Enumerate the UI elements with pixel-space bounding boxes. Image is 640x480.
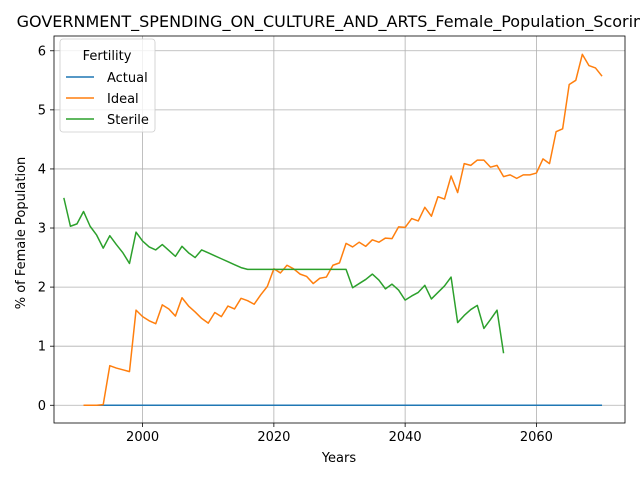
x-tick-label: 2040: [389, 430, 422, 445]
y-tick-label: 1: [38, 340, 46, 355]
x-tick-label: 2020: [257, 430, 290, 445]
axes: [50, 35, 626, 427]
y-tick-label: 2: [38, 281, 46, 296]
plot-frame: [53, 35, 626, 424]
legend-box: [59, 38, 156, 133]
legend-title: Fertility: [83, 49, 132, 64]
y-tick-label: 0: [38, 399, 46, 414]
chart-title: GOVERNMENT_SPENDING_ON_CULTURE_AND_ARTS_…: [17, 12, 640, 32]
y-tick-label: 6: [38, 44, 46, 59]
legend-label-sterile: Sterile: [107, 113, 149, 128]
y-tick-label: 4: [38, 162, 46, 177]
legend-label-actual: Actual: [107, 71, 148, 86]
series-line-ideal: [83, 53, 603, 407]
x-tick-label: 2000: [126, 430, 159, 445]
series-lines: [63, 53, 603, 407]
legend: Fertility Actual Ideal Sterile: [59, 38, 156, 133]
x-tick-label: 2060: [520, 430, 553, 445]
x-axis-label: Years: [321, 451, 357, 466]
y-tick-label: 5: [38, 103, 46, 118]
legend-label-ideal: Ideal: [107, 92, 139, 107]
tick-labels: 2000 2020 2040 2060 0 1 2 3 4 5 6: [38, 44, 553, 445]
series-line-sterile: [63, 197, 505, 354]
y-tick-label: 3: [38, 222, 46, 237]
y-axis-label: % of Female Population: [14, 157, 29, 310]
